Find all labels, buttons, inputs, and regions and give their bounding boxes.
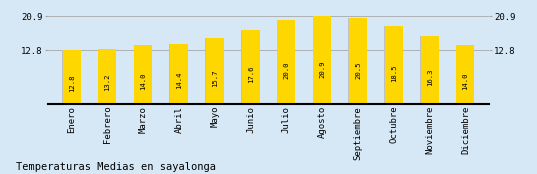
Text: 20.5: 20.5 [355, 61, 361, 78]
Text: 15.7: 15.7 [212, 69, 218, 87]
Text: 14.4: 14.4 [176, 71, 182, 89]
Bar [205, 38, 212, 104]
Bar [278, 20, 295, 104]
Bar [277, 20, 283, 104]
Bar [313, 16, 319, 104]
Text: Temperaturas Medias en sayalonga: Temperaturas Medias en sayalonga [16, 162, 216, 172]
Bar [420, 36, 426, 104]
Bar [456, 45, 474, 104]
Bar [385, 26, 403, 104]
Bar [349, 18, 367, 104]
Bar [384, 26, 390, 104]
Text: 14.0: 14.0 [462, 72, 468, 89]
Text: 17.6: 17.6 [248, 66, 253, 84]
Text: 18.5: 18.5 [391, 64, 397, 82]
Text: 13.2: 13.2 [104, 73, 111, 91]
Bar [62, 50, 68, 104]
Bar [98, 49, 104, 104]
Bar [98, 49, 117, 104]
Bar [63, 50, 81, 104]
Bar [313, 16, 331, 104]
Text: 20.0: 20.0 [284, 62, 289, 79]
Bar [242, 30, 259, 104]
Bar [241, 30, 248, 104]
Bar [134, 45, 152, 104]
Bar [169, 44, 176, 104]
Text: 14.0: 14.0 [140, 72, 146, 89]
Text: 12.8: 12.8 [69, 74, 75, 92]
Text: 20.9: 20.9 [319, 60, 325, 78]
Bar [170, 44, 188, 104]
Bar [206, 38, 224, 104]
Bar [349, 18, 355, 104]
Bar [134, 45, 140, 104]
Bar [420, 36, 439, 104]
Text: 16.3: 16.3 [426, 68, 433, 86]
Bar [456, 45, 462, 104]
